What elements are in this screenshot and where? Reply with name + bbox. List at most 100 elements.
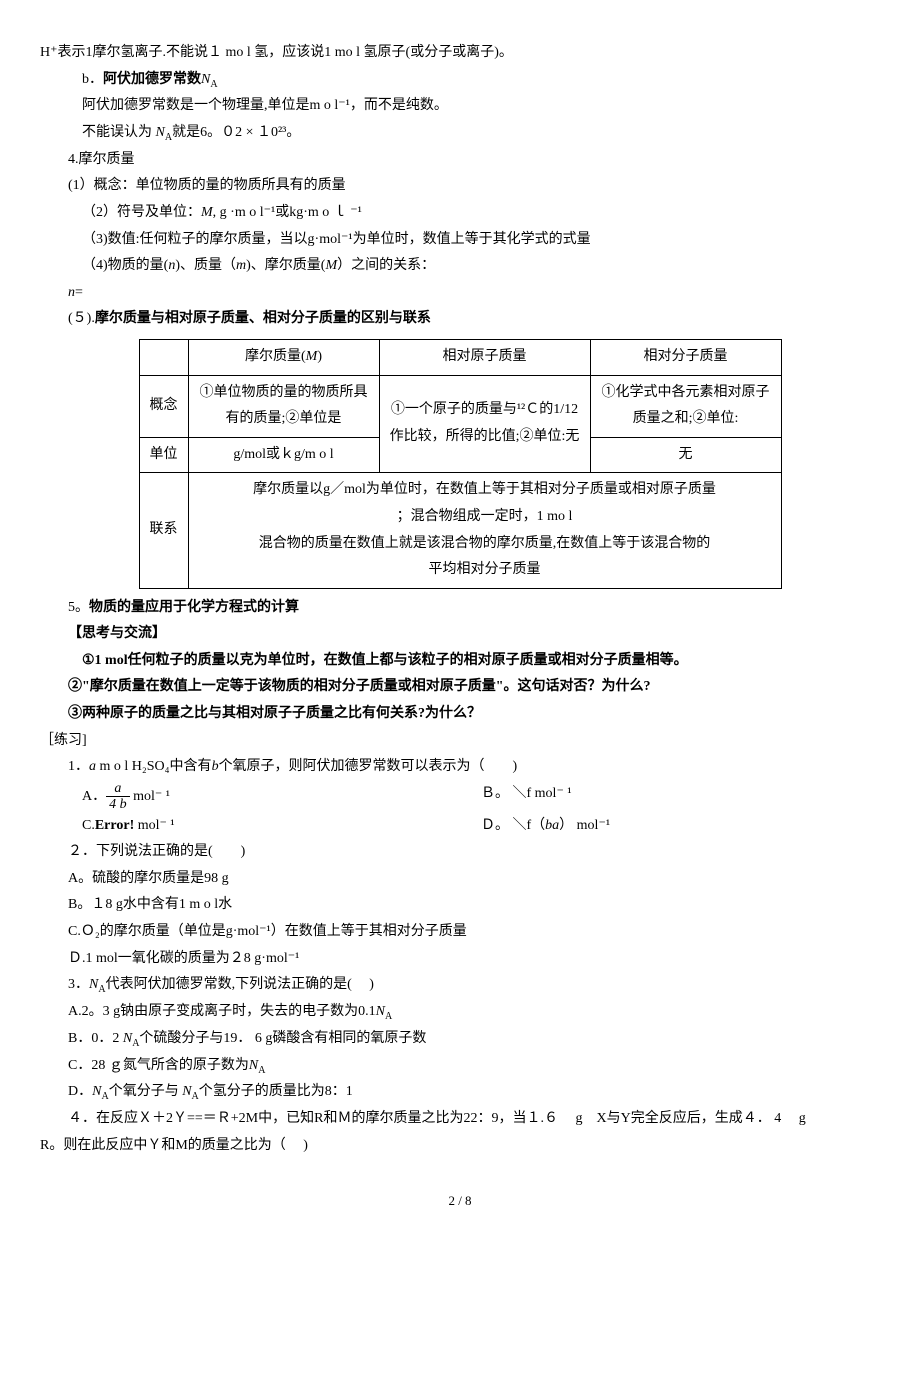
q3-post: 代表阿伏加德罗常数,下列说法正确的是( ): [106, 977, 374, 992]
q1C-post: mol⁻ ¹: [134, 818, 174, 833]
r1-c1: ①单位物质的量的物质所具有的质量;②单位是: [188, 375, 379, 437]
l12-bold: 物质的量应用于化学方程式的计算: [89, 600, 299, 615]
th-3: 相对分子质量: [590, 339, 781, 375]
q3C: C．28 ｇ氮气所含的原子数为NA: [40, 1053, 880, 1080]
r2-c3: 无: [590, 437, 781, 473]
q1-post: 个氧原子，则阿伏加德罗常数可以表示为（ ): [219, 759, 518, 774]
r1-c3: ①化学式中各元素相对原子质量之和;②单位:: [590, 375, 781, 437]
line-4: 不能误认为 NA就是6。０2 × １0²³。: [40, 120, 880, 147]
th1-M: M: [306, 349, 318, 364]
r1-label: 概念: [139, 375, 188, 437]
q3A-N: N: [376, 1004, 385, 1019]
q3: 3．NA代表阿伏加德罗常数,下列说法正确的是( ): [40, 972, 880, 999]
q1A: A．a4 b mol⁻ ¹: [40, 781, 481, 813]
line-5: 4.摩尔质量: [40, 147, 880, 174]
q1-row2: C.Error! mol⁻ ¹ Ｄ。 ＼f（ba） mol⁻¹: [40, 813, 880, 840]
r2-label: 单位: [139, 437, 188, 473]
r3-t3: 混合物的质量在数值上就是该混合物的摩尔质量,在数值上等于该混合物的: [199, 531, 771, 558]
th-1: 摩尔质量(M): [188, 339, 379, 375]
l12-pre: 5。: [68, 600, 89, 615]
q3D-A1: A: [101, 1091, 108, 1102]
r3-merged: 摩尔质量以g／mol为单位时，在数值上等于其相对分子质量或相对原子质量 ；混合物…: [188, 473, 781, 588]
l2-pre: b．: [82, 72, 103, 87]
line-8: （3)数值:任何粒子的摩尔质量，当以g·mol⁻¹为单位时，数值上等于其化学式的…: [40, 227, 880, 254]
q3A-pre: A.2。3 g钠由原子变成离子时，失去的电子数为0.1: [68, 1004, 376, 1019]
line-14: ①1 mol任何粒子的质量以克为单位时，在数值上都与该粒子的相对原子质量或相对分…: [40, 648, 880, 675]
table-header-row: 摩尔质量(M) 相对原子质量 相对分子质量: [139, 339, 781, 375]
l9-m: m: [236, 258, 246, 273]
l2-N: N: [201, 72, 210, 87]
q3D: D．NA个氧分子与 NA个氢分子的质量比为8：1: [40, 1079, 880, 1106]
q2: ２．下列说法正确的是( ): [40, 839, 880, 866]
line-3: 阿伏加德罗常数是一个物理量,单位是m o l⁻¹，而不是纯数。: [40, 93, 880, 120]
l9-M2: M: [325, 258, 337, 273]
l10-n: n: [68, 285, 75, 300]
q1A-post: mol⁻ ¹: [130, 789, 170, 804]
line-1: H⁺表示1摩尔氢离子.不能说１ mo l 氢，应该说1 mo l 氢原子(或分子…: [40, 40, 880, 67]
table-row: 联系 摩尔质量以g／mol为单位时，在数值上等于其相对分子质量或相对原子质量 ；…: [139, 473, 781, 588]
q1B: Ｂ。 ＼f mol⁻ ¹: [481, 781, 880, 813]
q3D-N2: N: [182, 1084, 191, 1099]
page-number: 2 / 8: [40, 1189, 880, 1214]
r3-t4: 平均相对分子质量: [199, 557, 771, 584]
l9-post: ）之间的关系：: [337, 258, 435, 273]
line-15: ②"摩尔质量在数值上一定等于该物质的相对分子质量或相对原子质量"。这句话对否？为…: [40, 674, 880, 701]
line-13: 【思考与交流】: [40, 621, 880, 648]
q3B-pre: B．0．2: [68, 1031, 123, 1046]
line-12: 5。物质的量应用于化学方程式的计算: [40, 595, 880, 622]
l4-pre: 不能误认为: [82, 125, 156, 140]
line-7: （2）符号及单位：M, g ·m o l⁻¹或kg·m o ｌ ⁻¹: [40, 200, 880, 227]
q1: 1．a m o l H₂SO₄中含有b个氧原子，则阿伏加德罗常数可以表示为（ ): [40, 754, 880, 781]
q1-b: b: [212, 759, 219, 774]
th-0: [139, 339, 188, 375]
line-11: (５).摩尔质量与相对原子质量、相对分子质量的区别与联系: [40, 306, 880, 333]
line-17: ［练习]: [40, 728, 880, 755]
q1A-num: a: [106, 781, 130, 797]
l9-pre: （4)物质的量(: [82, 258, 168, 273]
l10-eq: =: [75, 285, 83, 300]
q3B-N: N: [123, 1031, 132, 1046]
q3D-pre: D．: [68, 1084, 92, 1099]
l4-A: A: [165, 132, 172, 143]
l7-M: M: [201, 205, 213, 220]
q3A-A: A: [385, 1011, 392, 1022]
l4-N: N: [156, 125, 165, 140]
l9-mid2: )、摩尔质量(: [246, 258, 325, 273]
r3-t2: ；混合物组成一定时，1 mo l: [199, 504, 771, 531]
q3D-post: 个氢分子的质量比为8：1: [199, 1084, 353, 1099]
q3-N: N: [89, 977, 98, 992]
q1-row1: A．a4 b mol⁻ ¹ Ｂ。 ＼f mol⁻ ¹: [40, 781, 880, 813]
q1A-frac: a4 b: [106, 781, 130, 813]
l11-pre: (５).: [68, 311, 95, 326]
line-9: （4)物质的量(n)、质量（m)、摩尔质量(M）之间的关系：: [40, 253, 880, 280]
q1A-pre: A．: [82, 789, 106, 804]
comparison-table: 摩尔质量(M) 相对原子质量 相对分子质量 概念 ①单位物质的量的物质所具有的质…: [139, 339, 782, 589]
th-2: 相对原子质量: [379, 339, 590, 375]
line-16: ③两种原子的质量之比与其相对原子子质量之比有何关系?为什么？: [40, 701, 880, 728]
q1-a: a: [89, 759, 96, 774]
q3-A: A: [98, 984, 105, 995]
q2D: Ｄ.1 mol一氧化碳的质量为２8 g·mol⁻¹: [40, 946, 880, 973]
q2A: A。硫酸的摩尔质量是98 g: [40, 866, 880, 893]
q3B-post: 个硫酸分子与19． 6 g磷酸含有相同的氧原子数: [139, 1031, 426, 1046]
l2-bold: 阿伏加德罗常数: [103, 72, 201, 87]
q1A-den: 4 b: [106, 797, 130, 812]
line-2: b．阿伏加德罗常数NA: [40, 67, 880, 94]
q1D: Ｄ。 ＼f（ba） mol⁻¹: [481, 813, 880, 840]
l7-pre: （2）符号及单位：: [82, 205, 201, 220]
line-10: n=: [40, 280, 880, 307]
q3D-mid: 个氧分子与: [109, 1084, 183, 1099]
q2B: B。１8 g水中含有1 m o l水: [40, 892, 880, 919]
q1C: C.Error! mol⁻ ¹: [40, 813, 481, 840]
q1C-pre: C.: [82, 818, 95, 833]
q1-pre: 1．: [68, 759, 89, 774]
q3A: A.2。3 g钠由原子变成离子时，失去的电子数为0.1NA: [40, 999, 880, 1026]
q3C-N: N: [249, 1058, 258, 1073]
l11-bold: 摩尔质量与相对原子质量、相对分子质量的区别与联系: [95, 311, 431, 326]
l7-post: , g ·m o l⁻¹或kg·m o ｌ ⁻¹: [213, 205, 362, 220]
r3-t1: 摩尔质量以g／mol为单位时，在数值上等于其相对分子质量或相对原子质量: [199, 477, 771, 504]
l9-mid1: )、质量（: [175, 258, 236, 273]
q4-cont: R。则在此反应中Ｙ和M的质量之比为（ ): [40, 1133, 880, 1160]
r2-c1: g/mol或ｋg/m o l: [188, 437, 379, 473]
q1-mid: m o l H₂SO₄中含有: [96, 759, 212, 774]
